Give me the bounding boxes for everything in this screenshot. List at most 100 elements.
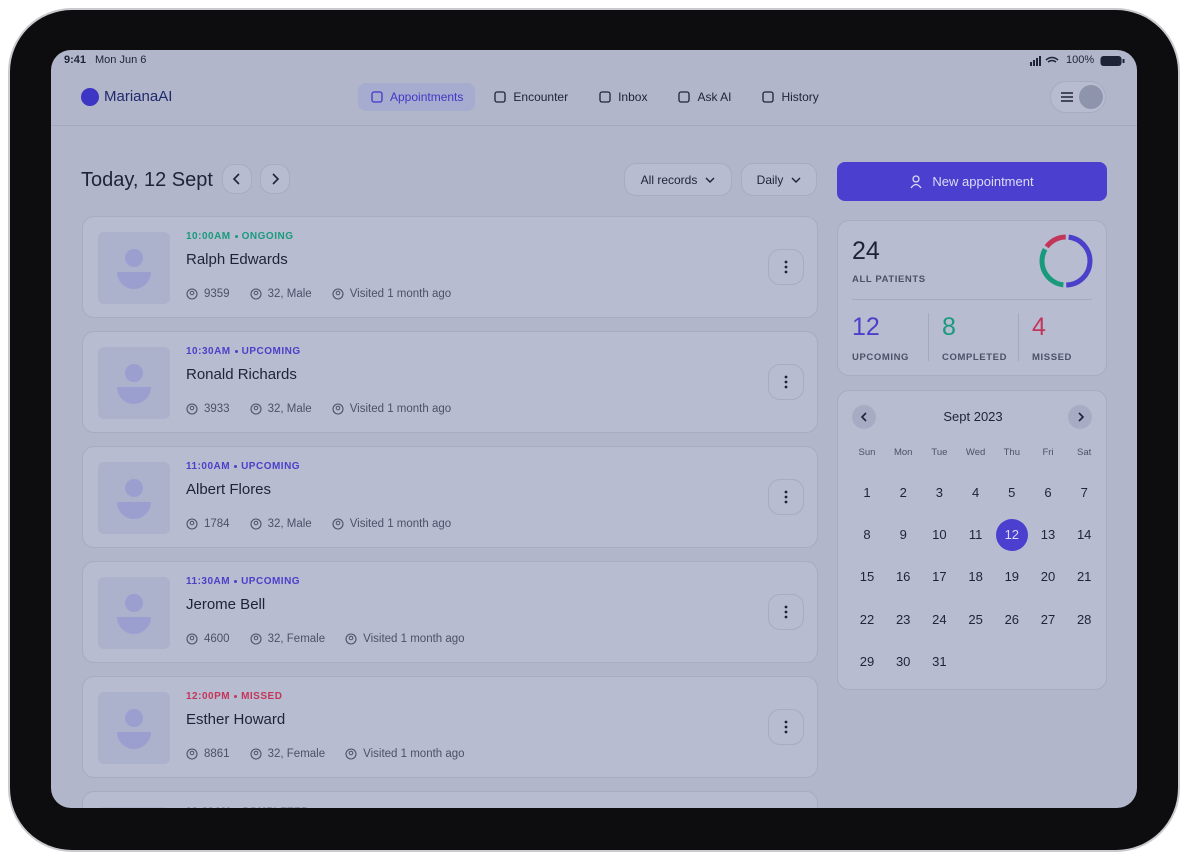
appointment-time: 10:00AM [186, 806, 231, 808]
patient-meta: 4600 32, Female Visited 1 month ago [186, 633, 465, 645]
calendar-day[interactable]: 21 [1076, 569, 1092, 585]
calendar-day[interactable]: 12 [995, 519, 1028, 552]
meta-item: Visited 1 month ago [332, 518, 451, 530]
tab-icon [678, 91, 691, 103]
calendar-day[interactable]: 24 [932, 611, 947, 627]
filter-dropdown[interactable]: All records [624, 163, 732, 196]
calendar-day[interactable]: 22 [859, 611, 875, 627]
new-appointment-button[interactable]: New appointment [837, 162, 1107, 201]
calendar-day[interactable]: 16 [895, 569, 911, 585]
page-title: Today, 12 Sept [81, 169, 213, 191]
month-nav-button[interactable] [1068, 405, 1092, 429]
appointment-card[interactable]: 11:30AM UPCOMING Jerome Bell 4600 32, Female… [82, 561, 818, 663]
meta-item: 3933 [186, 403, 230, 415]
more-button[interactable] [768, 594, 804, 630]
nav-tab[interactable]: Encounter [481, 83, 580, 111]
calendar-day[interactable]: 11 [968, 527, 983, 543]
calendar-day[interactable]: 20 [1040, 569, 1056, 585]
meta-item: 32, Male [250, 403, 312, 415]
appointment-card[interactable]: 10:30AM UPCOMING Ronald Richards 3933 32, Ma… [82, 331, 818, 433]
calendar-day[interactable]: 13 [1040, 527, 1056, 543]
calendar-day[interactable]: 30 [895, 653, 911, 669]
meta-visited: Visited 1 month ago [363, 748, 465, 760]
stats-divider [852, 299, 1092, 300]
calendar-day[interactable]: 9 [899, 527, 907, 543]
calendar-day[interactable]: 23 [895, 611, 911, 627]
patient-avatar [98, 577, 170, 649]
total-patients: 24 [852, 237, 880, 265]
meta-id: 9359 [204, 288, 230, 300]
meta-id: 4600 [204, 633, 230, 645]
tab-label: Encounter [513, 90, 569, 104]
tab-icon [599, 91, 611, 103]
appointment-status: ONGOING [241, 231, 294, 242]
calendar-day[interactable]: 10 [932, 527, 947, 543]
stat-label: MISSED [1032, 352, 1073, 363]
calendar-day[interactable]: 5 [1008, 485, 1016, 500]
calendar-day[interactable]: 7 [1080, 485, 1088, 500]
menu-button[interactable] [1050, 81, 1106, 113]
appointment-card[interactable]: 10:00AM ONGOING Ralph Edwards 9359 32, Male V… [82, 216, 818, 318]
weekday: Tue [931, 447, 948, 458]
meta-age-sex: 32, Female [267, 748, 326, 760]
appointment-time: 10:30AM [186, 346, 231, 357]
weekday: Mon [893, 447, 913, 458]
meta-icon [332, 403, 344, 415]
meta-icon [186, 633, 198, 645]
patient-avatar [98, 462, 170, 534]
appointment-time-status: 10:00AM COMPLETED [186, 806, 309, 808]
nav-tab[interactable]: History [749, 83, 830, 111]
more-button[interactable] [768, 709, 804, 745]
appointment-card[interactable]: 10:00AM COMPLETED [82, 791, 818, 808]
date-nav-button[interactable] [260, 164, 290, 194]
meta-visited: Visited 1 month ago [363, 633, 465, 645]
appointment-time-status: 11:00AM UPCOMING [186, 461, 300, 472]
calendar-day[interactable]: 6 [1044, 485, 1052, 500]
separator-dot [234, 580, 238, 583]
meta-icon [345, 633, 357, 645]
meta-icon [345, 748, 357, 760]
calendar-day[interactable]: 1 [863, 485, 871, 500]
meta-icon [250, 288, 262, 300]
appointment-time-status: 11:30AM UPCOMING [186, 576, 300, 587]
date-nav-button[interactable] [222, 164, 252, 194]
calendar-day[interactable]: 25 [968, 611, 983, 627]
more-button[interactable] [768, 479, 804, 515]
calendar-day[interactable]: 4 [971, 485, 980, 500]
calendar-day[interactable]: 27 [1040, 611, 1056, 627]
calendar-day[interactable]: 14 [1076, 527, 1092, 543]
calendar-day[interactable]: 17 [932, 569, 947, 585]
filter-dropdown[interactable]: Daily [741, 163, 817, 196]
meta-age-sex: 32, Male [267, 288, 312, 300]
appointment-card[interactable]: 11:00AM UPCOMING Albert Flores 1784 32, Male… [82, 446, 818, 548]
calendar-day[interactable]: 8 [863, 527, 871, 543]
appointment-time-status: 10:00AM ONGOING [186, 231, 293, 242]
more-button[interactable] [768, 249, 804, 285]
nav-tab[interactable]: Inbox [586, 83, 659, 111]
more-button[interactable] [768, 364, 804, 400]
appointment-card[interactable]: 12:00PM MISSED Esther Howard 8861 32, Female… [82, 676, 818, 778]
nav-tab[interactable]: Ask AI [665, 83, 743, 111]
tab-label: Appointments [390, 90, 464, 104]
calendar-day[interactable]: 2 [899, 485, 907, 500]
patient-meta: 1784 32, Male Visited 1 month ago [186, 518, 451, 530]
calendar-day[interactable]: 31 [932, 653, 947, 669]
month-nav-button[interactable] [852, 405, 876, 429]
avatar-placeholder [117, 479, 151, 519]
appointment-time: 11:00AM [186, 461, 231, 472]
nav-tab[interactable]: Appointments [358, 83, 476, 111]
calendar-day[interactable]: 26 [1004, 611, 1020, 627]
meta-item: 1784 [186, 518, 230, 530]
calendar-day[interactable]: 29 [859, 653, 875, 669]
separator-dot [234, 350, 238, 353]
calendar-day[interactable]: 28 [1076, 611, 1092, 627]
meta-item: 32, Male [250, 288, 312, 300]
meta-icon [186, 288, 198, 300]
calendar-day[interactable]: 3 [935, 485, 943, 500]
calendar-day[interactable]: 19 [1004, 569, 1020, 585]
meta-id: 1784 [204, 518, 230, 530]
calendar-day[interactable]: 18 [968, 569, 983, 585]
appointment-time: 12:00PM [186, 691, 231, 702]
calendar-day[interactable]: 15 [859, 569, 875, 585]
